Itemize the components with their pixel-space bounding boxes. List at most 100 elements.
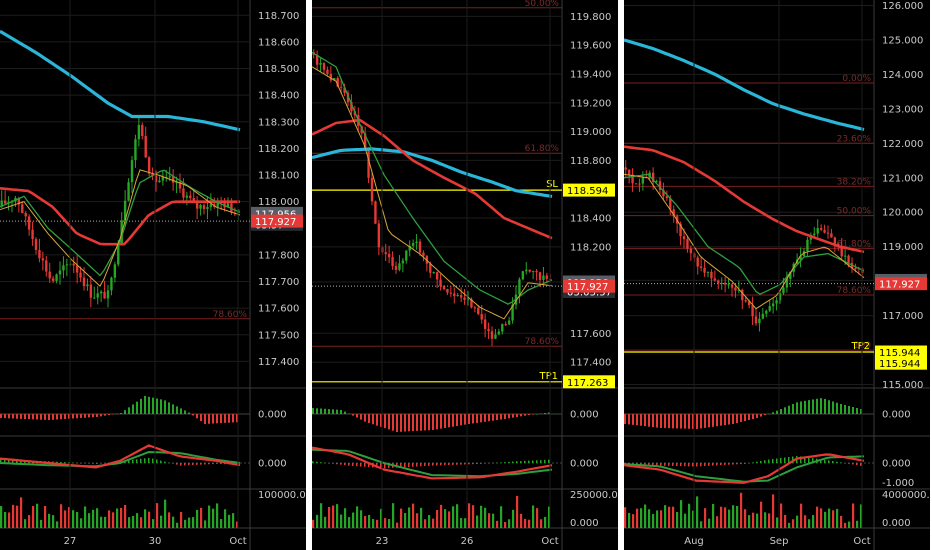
momentum-bar <box>524 414 526 416</box>
volume-bar <box>816 506 819 528</box>
moving-average-ma50 <box>312 118 553 240</box>
momentum-bar <box>488 414 490 422</box>
volume-bar <box>840 515 843 528</box>
candle-body <box>58 270 62 275</box>
candle-body <box>737 289 741 291</box>
candle-body <box>17 197 21 205</box>
candle-body <box>226 203 230 208</box>
volume-bar <box>476 515 479 528</box>
macd-histogram-bar <box>180 463 182 466</box>
volume-bar <box>128 517 131 528</box>
price-tag <box>251 214 303 228</box>
momentum-bar <box>536 414 538 415</box>
candle-body <box>86 284 89 287</box>
volume-bar <box>532 505 535 528</box>
chart-pane-3[interactable]: 126.000 125.000 124.000 123.000 122.000 121.0… <box>624 0 930 550</box>
fib-level-label: 78.60% <box>837 286 872 296</box>
fib-level-label: 100 <box>854 341 871 351</box>
price-tick-label: 117.500 <box>258 330 299 341</box>
candle-body <box>651 172 655 182</box>
candle-body <box>319 63 322 65</box>
volume-bar <box>752 512 755 528</box>
momentum-bar <box>832 401 834 414</box>
macd-histogram-bar <box>744 463 746 464</box>
volume-bar <box>852 503 855 528</box>
momentum-bar <box>464 414 466 425</box>
candle-body <box>761 313 765 319</box>
x-tick-label: Aug <box>684 536 704 547</box>
macd-histogram-bar <box>472 463 474 465</box>
candle-body <box>528 269 531 272</box>
macd-histogram-bar <box>352 463 354 466</box>
volume-bar <box>204 520 207 528</box>
momentum-bar <box>664 414 666 429</box>
momentum-bar <box>32 414 34 420</box>
candle-body <box>782 287 785 294</box>
chart-pane-1[interactable]: 118.700 118.600 118.500 118.400 118.300 118.2… <box>0 0 306 550</box>
candle-body <box>669 198 672 210</box>
volume-bar <box>24 519 27 528</box>
macd-histogram-bar <box>656 463 658 466</box>
momentum-bar <box>436 414 438 430</box>
momentum-bar <box>220 414 222 424</box>
volume-bar <box>772 494 775 528</box>
volume-bar <box>516 495 519 528</box>
volume-bar <box>192 517 195 528</box>
price-tick-label: 118.100 <box>258 171 299 182</box>
volume-bar <box>224 509 227 528</box>
volume-bar <box>112 512 115 528</box>
macd-histogram-bar <box>140 458 142 463</box>
price-tick-label: 126.000 <box>882 1 923 12</box>
chart-pane-3-svg[interactable]: 126.000 125.000 124.000 123.000 122.000 121.0… <box>624 0 930 550</box>
volume-bar <box>860 504 863 528</box>
x-tick-label: 23 <box>376 536 389 547</box>
volume-bar <box>716 516 719 528</box>
candle-body <box>730 284 734 288</box>
level-price-tag-text: 117.263 <box>567 378 608 389</box>
candle-body <box>765 310 768 314</box>
momentum-bar <box>456 414 458 426</box>
volume-bar <box>320 503 323 528</box>
candle-body <box>477 307 480 315</box>
macd-histogram-bar <box>348 463 350 466</box>
price-tick-label: 119.400 <box>570 70 611 81</box>
volume-bar <box>136 513 139 528</box>
candle-body <box>432 272 435 274</box>
volume-bar <box>448 511 451 528</box>
candle-body <box>387 254 391 258</box>
momentum-bar <box>232 414 234 423</box>
candle-body <box>333 78 336 81</box>
momentum-bar <box>528 414 530 415</box>
macd-histogram-bar <box>808 457 810 463</box>
price-tick-label: 118.400 <box>570 214 611 225</box>
macd-histogram-bar <box>764 460 766 463</box>
volume-bar <box>528 519 531 528</box>
macd-histogram-bar <box>320 462 322 463</box>
candle-body <box>826 232 830 234</box>
candle-body <box>27 216 31 230</box>
volume-bar <box>444 509 447 528</box>
volume-bar <box>160 515 163 528</box>
macd-histogram-bar <box>416 463 418 467</box>
chart-pane-1-svg[interactable]: 118.700 118.600 118.500 118.400 118.300 118.2… <box>0 0 306 550</box>
chart-pane-2[interactable]: 119.800 119.600 119.400 119.200 119.000 118.8… <box>312 0 618 550</box>
momentum-bar <box>216 414 218 424</box>
candle-body <box>754 316 758 324</box>
macd-histogram-bar <box>452 463 454 465</box>
momentum-bar <box>540 413 542 414</box>
macd-histogram-bar <box>800 456 802 463</box>
momentum-bar <box>676 414 678 429</box>
candle-body <box>336 78 339 87</box>
macd-histogram-bar <box>164 461 166 463</box>
macd-histogram-bar <box>700 463 702 467</box>
volume-bar <box>36 503 39 528</box>
macd-axis-label: 0.000 <box>570 459 599 470</box>
volume-bar <box>744 509 747 528</box>
price-tick-label: 118.400 <box>258 91 299 102</box>
macd-histogram-bar <box>68 462 70 463</box>
price-tick-label: 118.700 <box>258 11 299 22</box>
candle-body <box>648 172 651 178</box>
momentum-axis-label: 0.000 <box>258 410 287 421</box>
volume-bar <box>396 522 399 528</box>
chart-pane-2-svg[interactable]: 119.800 119.600 119.400 119.200 119.000 118.8… <box>312 0 618 550</box>
